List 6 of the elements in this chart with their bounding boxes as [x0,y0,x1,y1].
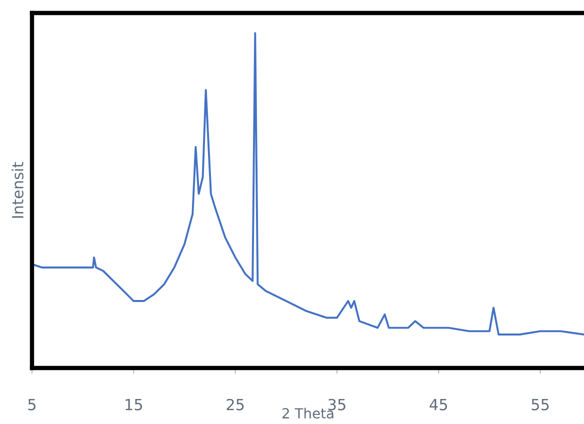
x-tick-label: 45 [430,399,448,410]
x-tick-label: 55 [532,399,549,410]
x-tick-label: 5 [28,399,36,410]
x-tick-label: 25 [226,398,244,410]
x-tick-label: 15 [126,399,142,410]
y-axis-title: Intensit [12,162,24,218]
